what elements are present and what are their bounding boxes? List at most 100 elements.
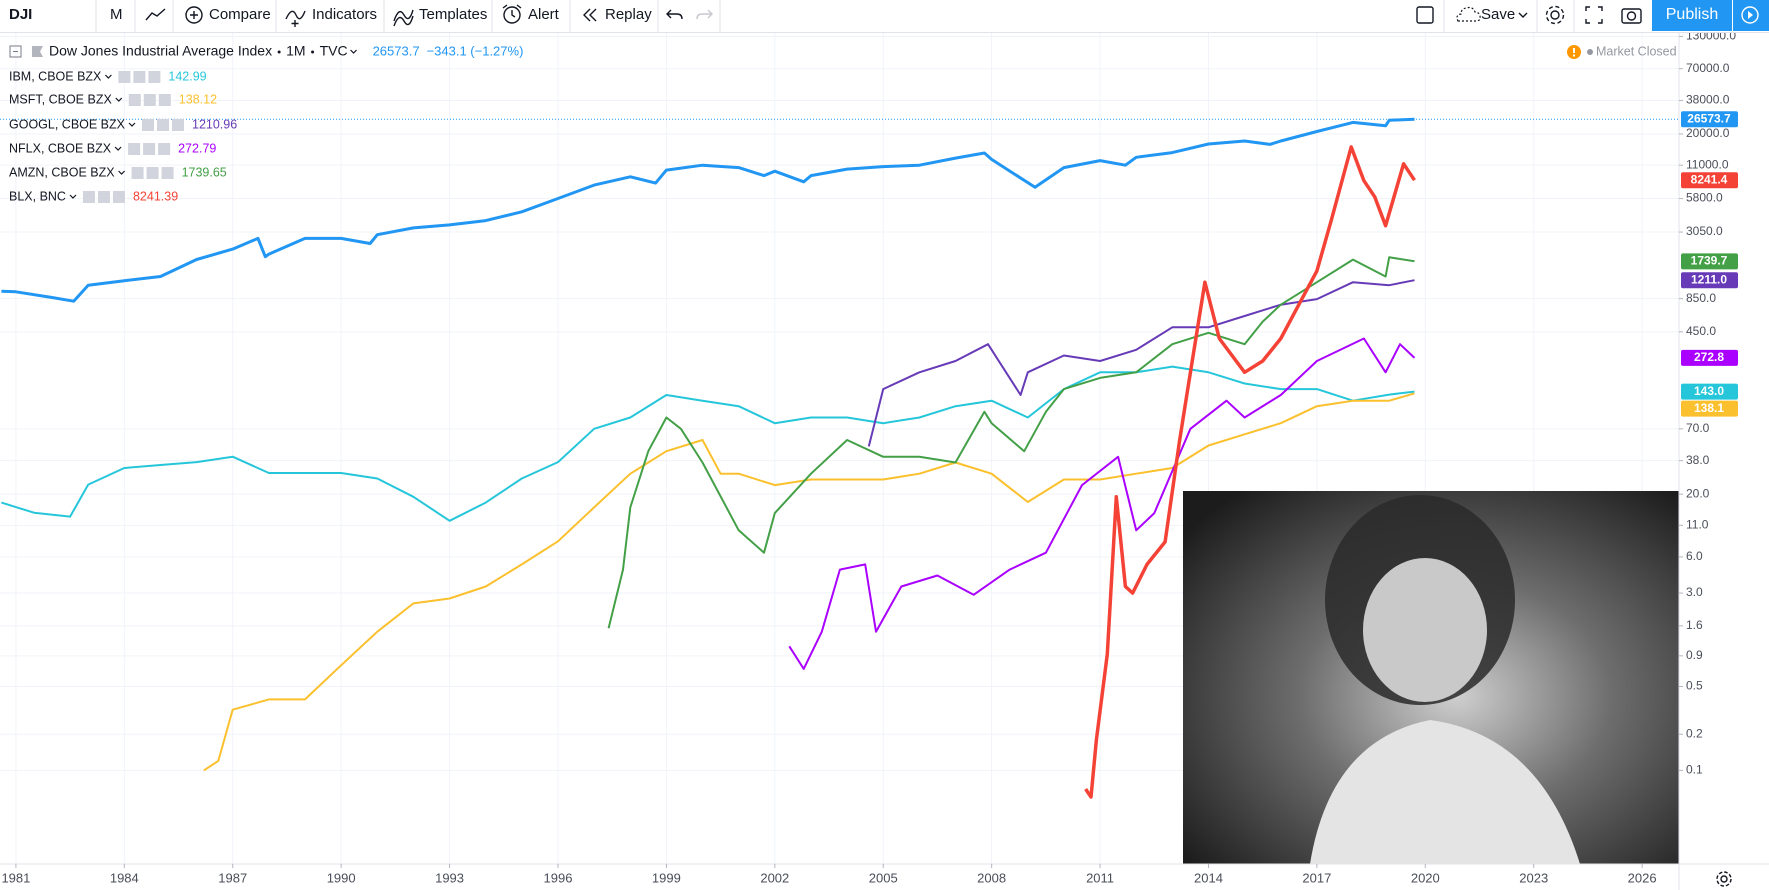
- legend-icon[interactable]: [146, 167, 159, 179]
- separator-dot: [311, 50, 315, 54]
- price-badge: [1681, 400, 1738, 417]
- x-tick-label: 1987: [218, 870, 247, 885]
- y-tick-label: 11.0: [1686, 517, 1709, 531]
- alert-button[interactable]: Alert: [502, 4, 560, 24]
- templates-label: Templates: [419, 6, 487, 23]
- price-badge-label: 1211.0: [1691, 272, 1727, 286]
- y-tick-label: 38000.0: [1686, 93, 1730, 107]
- dropdown-chevron: [350, 49, 357, 54]
- legend-icon[interactable]: [133, 71, 146, 83]
- y-tick-label: 11000.0: [1686, 157, 1729, 171]
- x-tick-label: 2011: [1086, 870, 1114, 885]
- settings-button[interactable]: [1545, 5, 1565, 25]
- legend-value: 1210.96: [192, 117, 237, 131]
- price-badge: [1681, 111, 1738, 128]
- series-line: [867, 279, 1415, 447]
- main-series-name: Dow Jones Industrial Average Index: [49, 43, 272, 59]
- legend-icon[interactable]: [143, 94, 156, 106]
- legend-icon[interactable]: [161, 167, 174, 179]
- y-tick-label: 450.0: [1686, 324, 1716, 338]
- y-tick-label: 3050.0: [1686, 224, 1723, 238]
- compare-label: Compare: [209, 6, 271, 23]
- save-button[interactable]: Save: [1456, 6, 1528, 23]
- separator-dot: [277, 50, 281, 54]
- legend-icon[interactable]: [142, 119, 154, 131]
- legend-icon[interactable]: [148, 71, 161, 83]
- price-badge: [1681, 349, 1738, 366]
- x-tick-label: 2026: [1628, 870, 1657, 885]
- x-tick-label: 1996: [544, 870, 573, 885]
- publish-button[interactable]: Publish: [1652, 0, 1769, 31]
- y-tick-label: 6.0: [1686, 549, 1703, 563]
- dropdown-chevron: [115, 97, 123, 102]
- price-badge: [1681, 172, 1738, 189]
- series-line: [203, 392, 1415, 772]
- bottom-settings[interactable]: [1716, 871, 1732, 887]
- interval-button[interactable]: M: [110, 6, 123, 23]
- legend-name[interactable]: AMZN, CBOE BZX: [9, 165, 115, 179]
- snapshot-button[interactable]: [1621, 8, 1642, 24]
- templates-button[interactable]: Templates: [393, 6, 487, 27]
- legend-name[interactable]: NFLX, CBOE BZX: [9, 141, 112, 155]
- legend-value: 8241.39: [133, 189, 178, 203]
- legend-icon[interactable]: [157, 119, 169, 131]
- y-tick-label: 3.0: [1686, 585, 1703, 599]
- price-badge: [1681, 383, 1738, 400]
- legend-icon[interactable]: [131, 167, 144, 179]
- replay-button[interactable]: Replay: [583, 6, 652, 23]
- legend-value: 142.99: [168, 69, 206, 83]
- legend-icon[interactable]: [143, 143, 156, 155]
- legend-icon[interactable]: [158, 94, 171, 106]
- flag-icon: [32, 46, 43, 57]
- dropdown-chevron: [69, 194, 77, 199]
- legend-icon[interactable]: [112, 191, 125, 203]
- x-tick-label: 2005: [869, 870, 898, 885]
- symbol[interactable]: DJI: [9, 6, 32, 23]
- replay-label: Replay: [605, 6, 652, 23]
- legend-icon[interactable]: [158, 143, 171, 155]
- series-line: [1084, 145, 1416, 799]
- collapse-icon[interactable]: [9, 45, 22, 58]
- y-tick-label: 0.1: [1686, 763, 1703, 777]
- main-last-value: 26573.7: [373, 43, 420, 58]
- price-badge-label: 272.8: [1694, 350, 1724, 364]
- compare-button[interactable]: Compare: [185, 6, 271, 24]
- y-tick-label: 20.0: [1686, 486, 1710, 500]
- price-badge-label: 8241.4: [1691, 172, 1728, 186]
- y-tick-label: 0.2: [1686, 726, 1703, 740]
- price-badges: 26573.7 8241.4 1739.7 1211.0 272.8 143.0 138.1: [1681, 111, 1738, 417]
- series-line: [788, 337, 1416, 670]
- x-tick-label: 1981: [1, 870, 30, 885]
- legend-interval: 1M: [286, 43, 305, 59]
- legend-name[interactable]: IBM, CBOE BZX: [9, 69, 102, 83]
- layout-button[interactable]: [1416, 6, 1434, 24]
- chart-type-icon[interactable]: [145, 8, 166, 21]
- legend-icon[interactable]: [128, 94, 141, 106]
- market-status-label: Market Closed: [1596, 44, 1677, 58]
- x-tick-label: 2002: [760, 870, 789, 885]
- undo-button[interactable]: [666, 9, 683, 20]
- legend-name[interactable]: MSFT, CBOE BZX: [9, 92, 112, 106]
- legend-icon[interactable]: [172, 119, 184, 131]
- price-badge-label: 143.0: [1694, 384, 1724, 398]
- price-badge-label: 138.1: [1694, 401, 1724, 415]
- legend-icon[interactable]: [118, 71, 131, 83]
- legend-icon[interactable]: [128, 143, 141, 155]
- legend-name[interactable]: GOOGL, CBOE BZX: [9, 117, 126, 131]
- legend-icon[interactable]: [97, 191, 110, 203]
- indicators-button[interactable]: Indicators: [285, 6, 377, 27]
- main-change: −343.1 (−1.27%): [427, 43, 524, 58]
- dropdown-chevron: [118, 170, 126, 175]
- y-tick-label: 38.0: [1686, 453, 1710, 467]
- legend-source: TVC: [320, 43, 348, 59]
- x-axis: 1981 1984 1987 1990 1993 1996 1999 2002 2005 2008…: [1, 864, 1657, 885]
- fullscreen-button[interactable]: [1585, 6, 1603, 24]
- y-axis: 130000.070000.038000.020000.011000.05800…: [1679, 29, 1736, 777]
- legend-icon[interactable]: [82, 191, 95, 203]
- publish-label: Publish: [1666, 6, 1718, 23]
- price-badge: [1681, 272, 1738, 289]
- redo-button[interactable]: [696, 9, 713, 20]
- legend-name[interactable]: BLX, BNC: [9, 189, 66, 203]
